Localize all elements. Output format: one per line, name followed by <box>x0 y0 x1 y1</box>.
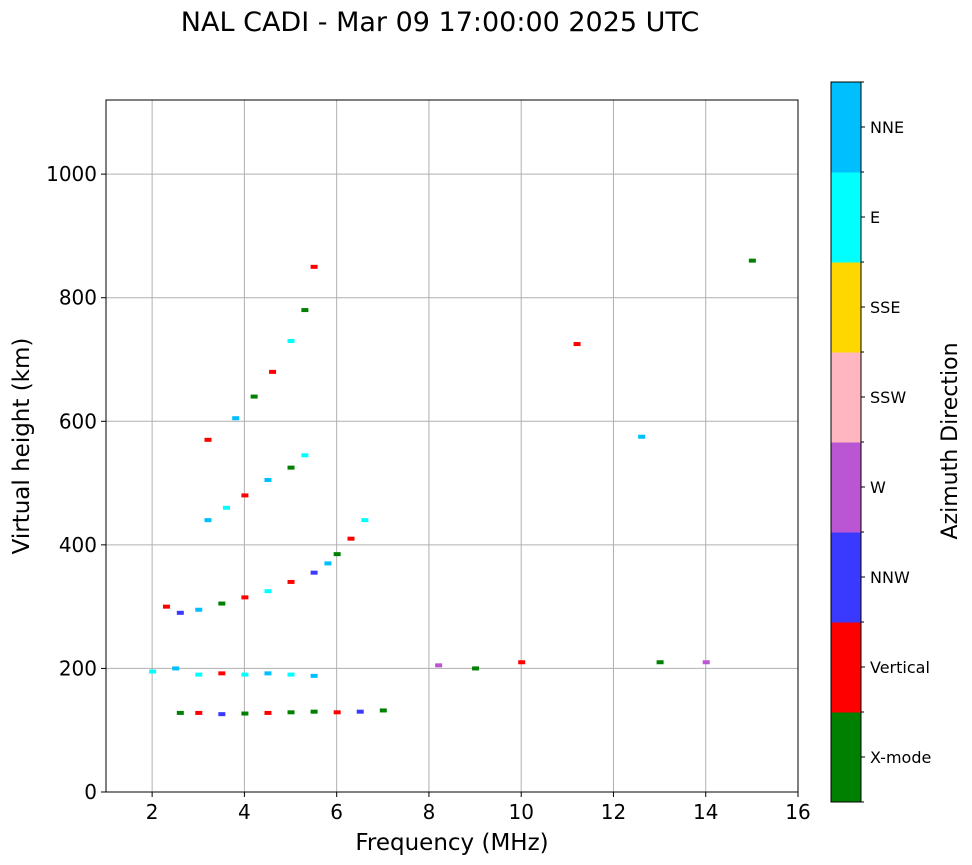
data-point <box>287 710 295 715</box>
data-point <box>472 666 480 671</box>
x-tick-label: 6 <box>330 800 343 824</box>
data-point <box>347 536 355 541</box>
data-point <box>310 673 318 678</box>
data-point <box>264 589 272 594</box>
colorbar-segment <box>831 532 861 623</box>
x-tick-label: 16 <box>785 800 810 824</box>
data-point <box>162 604 170 609</box>
data-point <box>195 672 203 677</box>
colorbar-category-label: SSW <box>870 388 906 407</box>
data-point <box>301 308 309 313</box>
data-point <box>333 552 341 557</box>
plot-frame <box>106 100 798 792</box>
x-tick-label: 2 <box>146 800 159 824</box>
y-tick-label: 1000 <box>46 162 97 186</box>
y-tick-label: 200 <box>59 656 97 680</box>
data-point <box>310 264 318 269</box>
plot-area: 2 4 6 8 10 12 14 16 0 200 400 600 800 1000 <box>46 99 811 824</box>
x-tick-label: 8 <box>423 800 436 824</box>
data-point <box>333 710 341 715</box>
data-point <box>218 601 226 606</box>
data-point <box>638 434 646 439</box>
data-point <box>287 338 295 343</box>
data-point <box>356 709 364 714</box>
data-point <box>195 607 203 612</box>
data-point <box>264 710 272 715</box>
colorbar-segment <box>831 352 861 443</box>
colorbar-segment <box>831 262 861 353</box>
data-point <box>287 579 295 584</box>
colorbar: X-mode Vertical NNW W SSW SSE E NNE <box>830 81 931 803</box>
data-point <box>250 394 258 399</box>
y-axis-ticks: 0 200 400 600 800 1000 <box>46 162 106 804</box>
colorbar-category-label: X-mode <box>870 748 931 767</box>
colorbar-segment <box>831 442 861 533</box>
colorbar-segment <box>831 82 861 173</box>
colorbar-segment <box>831 622 861 713</box>
colorbar-segment <box>831 712 861 803</box>
data-point <box>204 518 212 523</box>
data-point <box>149 669 157 674</box>
data-point <box>702 660 710 665</box>
y-axis-label: Virtual height (km) <box>9 338 35 555</box>
data-point <box>379 708 387 713</box>
data-point <box>176 610 184 615</box>
y-tick-label: 600 <box>59 409 97 433</box>
chart-title: NAL CADI - Mar 09 17:00:00 2025 UTC <box>181 7 699 38</box>
data-point <box>573 342 581 347</box>
x-tick-label: 14 <box>693 800 718 824</box>
colorbar-category-label: E <box>870 208 880 227</box>
data-point <box>222 505 230 510</box>
colorbar-segment <box>831 172 861 263</box>
grid-lines <box>106 100 799 793</box>
x-axis-label: Frequency (MHz) <box>355 830 548 856</box>
y-tick-label: 800 <box>59 286 97 310</box>
y-tick-label: 0 <box>84 780 97 804</box>
data-points <box>149 258 756 717</box>
x-tick-label: 10 <box>508 800 533 824</box>
data-point <box>310 709 318 714</box>
data-point <box>324 561 332 566</box>
data-point <box>232 416 240 421</box>
x-axis-ticks: 2 4 6 8 10 12 14 16 <box>146 792 811 824</box>
data-point <box>435 663 443 668</box>
data-point <box>518 660 526 665</box>
data-point <box>176 710 184 715</box>
data-point <box>241 595 249 600</box>
data-point <box>172 666 180 671</box>
x-tick-label: 4 <box>238 800 251 824</box>
data-point <box>361 518 369 523</box>
data-point <box>287 672 295 677</box>
data-point <box>264 477 272 482</box>
plot-border <box>105 99 799 793</box>
data-point <box>241 711 249 716</box>
data-point <box>310 570 318 575</box>
colorbar-category-label: Vertical <box>870 658 930 677</box>
colorbar-label: Azimuth Direction <box>938 342 963 539</box>
data-point <box>241 672 249 677</box>
data-point <box>656 660 664 665</box>
data-point <box>301 453 309 458</box>
data-point <box>195 710 203 715</box>
x-tick-label: 12 <box>601 800 626 824</box>
y-tick-label: 400 <box>59 533 97 557</box>
data-point <box>264 671 272 676</box>
data-point <box>748 258 756 263</box>
data-point <box>269 369 277 374</box>
data-point <box>204 437 212 442</box>
data-point <box>218 712 226 717</box>
data-point <box>218 671 226 676</box>
data-point <box>241 493 249 498</box>
colorbar-category-label: W <box>870 478 886 497</box>
colorbar-category-label: NNW <box>870 568 910 587</box>
colorbar-category-label: NNE <box>870 118 904 137</box>
data-point <box>287 465 295 470</box>
colorbar-category-label: SSE <box>870 298 900 317</box>
